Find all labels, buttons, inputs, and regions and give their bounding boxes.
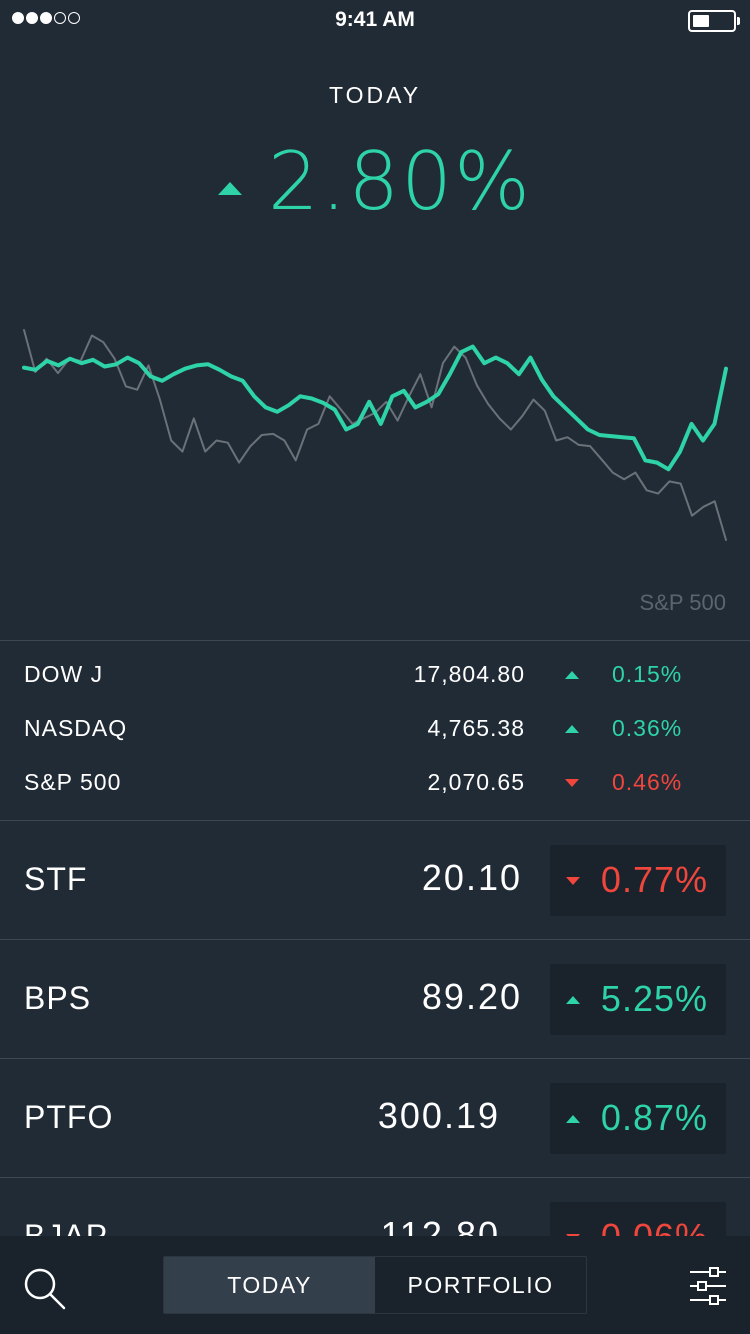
daily-change: 2.80% [0, 135, 750, 228]
index-name: S&P 500 [24, 769, 122, 795]
portfolio-line [22, 344, 728, 472]
signal-dot [26, 12, 38, 24]
period-label: TODAY [328, 82, 422, 108]
stock-symbol: STF [24, 861, 88, 897]
chart-benchmark-label: S&P 500 [639, 590, 726, 615]
divider [0, 1058, 750, 1059]
search-icon [24, 1268, 66, 1310]
index-row-dow[interactable]: DOW J 17,804.80 0.15% [0, 645, 750, 699]
stock-price: 20.10 [421, 857, 522, 898]
up-arrow-icon [565, 671, 579, 679]
index-price: 2,070.65 [427, 769, 525, 795]
up-arrow-icon [217, 182, 242, 195]
index-price: 4,765.38 [427, 715, 525, 741]
index-change: 0.15% [612, 661, 683, 687]
stock-row-stf[interactable]: STF 20.10 0.77% [0, 821, 750, 939]
stock-row-ptfo[interactable]: PTFO 300.19 0.87% [0, 1059, 750, 1177]
down-arrow-icon [566, 877, 580, 885]
status-time: 9:41 AM [335, 8, 415, 31]
signal-dot [12, 12, 24, 24]
divider [0, 640, 750, 641]
stock-symbol: BPS [24, 980, 92, 1016]
divider [0, 820, 750, 821]
down-arrow-icon [565, 779, 579, 787]
stock-row-bps[interactable]: BPS 89.20 5.25% [0, 940, 750, 1058]
index-price: 17,804.80 [413, 661, 525, 687]
status-bar: 9:41 AM [0, 0, 750, 40]
divider [0, 939, 750, 940]
tab-bar: TODAY PORTFOLIO [0, 1236, 750, 1334]
performance-chart[interactable]: S&P 500 [0, 300, 750, 640]
signal-dot [68, 12, 80, 24]
view-segmented-control: TODAY PORTFOLIO [163, 1256, 587, 1314]
tab-today[interactable]: TODAY [164, 1257, 375, 1313]
index-change: 0.36% [612, 715, 683, 741]
daily-change-value: 2.80% [267, 135, 533, 228]
up-arrow-icon [565, 725, 579, 733]
search-button[interactable] [22, 1266, 68, 1312]
index-row-sp500[interactable]: S&P 500 2,070.65 0.46% [0, 753, 750, 807]
signal-strength-icon [12, 12, 80, 24]
sliders-icon [690, 1267, 726, 1305]
stock-change: 0.87% [600, 1097, 708, 1138]
signal-dot [54, 12, 66, 24]
filter-button[interactable] [688, 1266, 728, 1308]
stock-change: 0.77% [600, 859, 708, 900]
stock-change: 5.25% [600, 978, 708, 1019]
battery-icon [688, 10, 740, 32]
stock-symbol: PTFO [24, 1099, 114, 1135]
stock-change-badge[interactable]: 0.77% [550, 845, 726, 916]
tab-portfolio[interactable]: PORTFOLIO [407, 1271, 554, 1298]
index-name: DOW J [24, 661, 104, 687]
up-arrow-icon [566, 996, 580, 1004]
divider [0, 1177, 750, 1178]
index-name: NASDAQ [24, 715, 128, 741]
index-row-nasdaq[interactable]: NASDAQ 4,765.38 0.36% [0, 699, 750, 753]
stock-change-badge[interactable]: 0.87% [550, 1083, 726, 1154]
stock-price: 89.20 [421, 976, 522, 1017]
index-change: 0.46% [612, 769, 683, 795]
benchmark-line [23, 329, 727, 541]
up-arrow-icon [566, 1115, 580, 1123]
stock-price: 300.19 [377, 1095, 500, 1136]
stock-change-badge[interactable]: 5.25% [550, 964, 726, 1035]
chart-svg [22, 329, 728, 541]
signal-dot [40, 12, 52, 24]
